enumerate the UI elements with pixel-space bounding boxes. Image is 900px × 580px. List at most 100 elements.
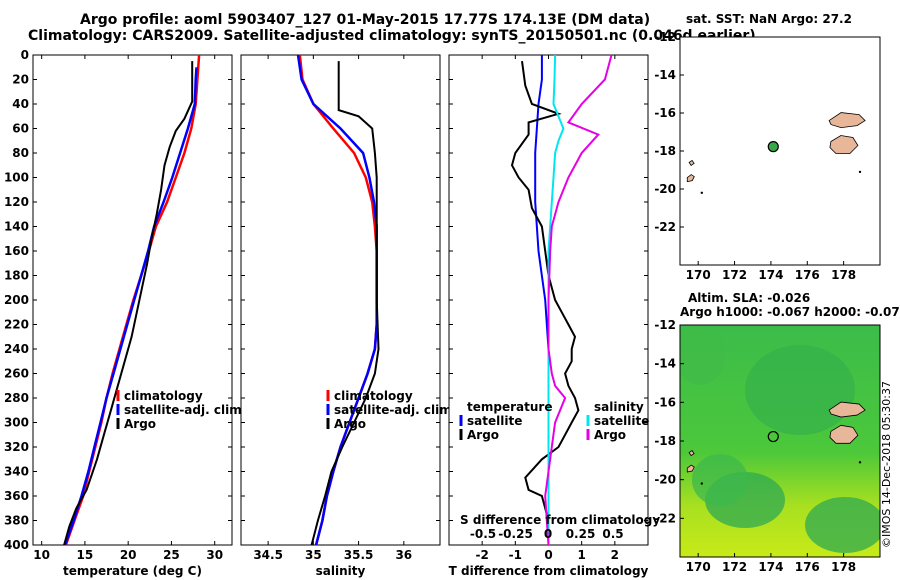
- series-line-s-argo: [544, 54, 613, 546]
- x-tick-label: 174: [758, 268, 783, 282]
- x-tick-label: 25: [163, 548, 180, 562]
- y-tick-label: 380: [4, 514, 29, 528]
- x-tick-label: 170: [686, 560, 711, 574]
- legend-title-temperature: temperature: [467, 400, 552, 414]
- legend-label: climatology: [334, 389, 413, 403]
- sst-map-title: sat. SST: NaN Argo: 27.2: [686, 12, 852, 26]
- x-tick-label: 35.5: [344, 548, 374, 562]
- y-tick-label: 240: [4, 342, 29, 356]
- land-vanuatu: [686, 174, 695, 183]
- land-vanuatu: [688, 159, 695, 166]
- y-tick-label: -20: [654, 473, 676, 487]
- sla-map-title: Altim. SLA: -0.026: [688, 291, 811, 305]
- y-tick-label: -18: [654, 144, 676, 158]
- imos-timestamp: ©IMOS 14-Dec-2018 05:30:37: [880, 381, 893, 548]
- y-tick-label: 340: [4, 465, 29, 479]
- x-tick-label: 20: [120, 548, 137, 562]
- y-tick-label: -12: [654, 318, 676, 332]
- y-tick-label: 160: [4, 244, 29, 258]
- legend-label: satellite: [594, 414, 649, 428]
- x-tick-label: 34.5: [253, 548, 283, 562]
- x-tick-label: 176: [795, 268, 820, 282]
- land-vanuatu: [686, 464, 695, 473]
- land-islet: [858, 170, 862, 174]
- title-line-1: Argo profile: aoml 5903407_127 01-May-20…: [80, 12, 651, 28]
- argo-position-marker: [767, 141, 779, 153]
- x-tick-label: 170: [686, 268, 711, 282]
- y-tick-label: 400: [4, 538, 29, 552]
- x-tick-label: 15: [77, 548, 94, 562]
- sla-blob: [692, 454, 748, 506]
- panel-salinity: 34.5 35 35.5 36 salinity climatologysatellite…: [240, 54, 456, 578]
- legend-label: Argo: [334, 417, 366, 431]
- secondary-tick-label: 0.5: [602, 527, 623, 541]
- x-tick-label: 0: [544, 548, 552, 562]
- y-tick-label: 360: [4, 489, 29, 503]
- y-tick-label: -12: [654, 30, 676, 44]
- x-tick-label: 176: [795, 560, 820, 574]
- y-tick-label: 20: [12, 73, 29, 87]
- secondary-tick-label: 0: [544, 527, 552, 541]
- x-tick-label: -2: [475, 548, 488, 562]
- argo-position-marker: [767, 430, 779, 443]
- x-tick-label: 174: [758, 560, 783, 574]
- y-tick-label: 40: [12, 97, 29, 111]
- sla-blob: [805, 497, 880, 553]
- panel-difference: -2 -1 0 1 2 T difference from climatology temp…: [448, 54, 660, 578]
- y-tick-label: -14: [654, 68, 676, 82]
- x-tick-label: 172: [722, 268, 747, 282]
- y-tick-label: 200: [4, 293, 29, 307]
- x-tick-label: 35: [305, 548, 322, 562]
- secondary-tick-label: -0.5: [470, 527, 496, 541]
- y-tick-label: 100: [4, 171, 29, 185]
- y-tick-label: -18: [654, 434, 676, 448]
- land-vanua-levu: [828, 401, 866, 418]
- secondary-tick-label: 0.25: [566, 527, 596, 541]
- legend-label: satellite-adj. clim.: [334, 403, 456, 417]
- title-line-2: Climatology: CARS2009. Satellite-adjuste…: [28, 28, 756, 44]
- sla-map: 170 172 174 176 178 -12 -14 -16 -18 -20 -22: [654, 318, 881, 574]
- land-islet: [700, 482, 704, 485]
- sla-blob: [680, 325, 725, 385]
- legend-label: satellite: [467, 414, 522, 428]
- legend-label: Argo: [124, 417, 156, 431]
- land-viti-levu: [829, 424, 859, 444]
- x-tick-label: 178: [831, 268, 856, 282]
- legend-label: Argo: [594, 428, 626, 442]
- land-viti-levu: [829, 135, 859, 154]
- series-line-s-satellite: [547, 54, 565, 545]
- y-tick-label: 120: [4, 195, 29, 209]
- land-vanuatu: [688, 450, 695, 457]
- secondary-tick-label: -0.25: [498, 527, 533, 541]
- land-islet: [858, 461, 862, 464]
- x-tick-label: 1: [577, 548, 585, 562]
- sst-map: 170 172 174 176 178 -12 -14 -16 -18 -20 -22: [654, 30, 881, 282]
- x-tick-label: 2: [611, 548, 619, 562]
- x-tick-label: 10: [33, 548, 50, 562]
- x-tick-label: 36: [395, 548, 412, 562]
- y-tick-label: 320: [4, 440, 29, 454]
- x-axis-label: T difference from climatology: [449, 564, 649, 578]
- land-vanua-levu: [828, 112, 866, 129]
- x-tick-label: 30: [206, 548, 223, 562]
- x-tick-label: 178: [831, 560, 856, 574]
- y-tick-label: 80: [12, 146, 29, 160]
- sla-map-subtitle: Argo h1000: -0.067 h2000: -0.074: [680, 305, 900, 319]
- y-tick-label: -16: [654, 395, 676, 409]
- series-line-satellite-adj-clim-: [63, 67, 198, 546]
- x-tick-label: -1: [509, 548, 522, 562]
- land-islet: [700, 191, 704, 194]
- y-tick-label: 220: [4, 318, 29, 332]
- y-tick-label: 180: [4, 269, 29, 283]
- sla-anomaly-blobs: [680, 325, 880, 553]
- legend-label: climatology: [124, 389, 203, 403]
- y-tick-label: 60: [12, 122, 29, 136]
- legend-title-salinity: salinity: [594, 400, 644, 414]
- series-line-argo: [310, 61, 380, 546]
- secondary-axis-label: S difference from climatology: [460, 513, 660, 527]
- x-tick-label: 172: [722, 560, 747, 574]
- legend-label: Argo: [467, 428, 499, 442]
- y-tick-label: 140: [4, 220, 29, 234]
- y-tick-label: 260: [4, 367, 29, 381]
